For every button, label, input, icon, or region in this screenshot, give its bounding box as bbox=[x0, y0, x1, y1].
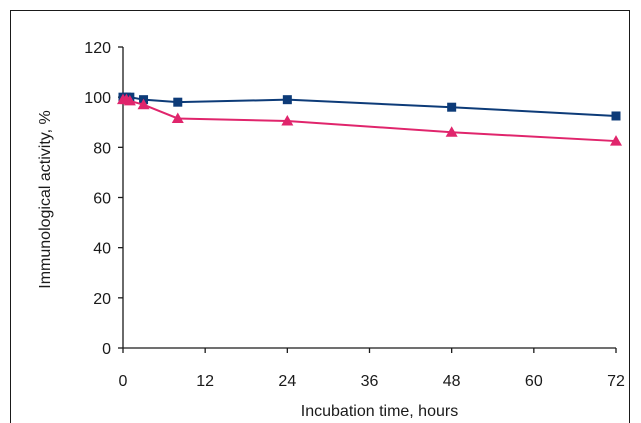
x-tick-label: 60 bbox=[525, 373, 543, 390]
x-tick-label: 72 bbox=[607, 373, 625, 390]
y-tick-label: 0 bbox=[102, 341, 111, 358]
y-tick-label: 60 bbox=[93, 191, 111, 208]
y-tick-label: 20 bbox=[93, 291, 111, 308]
series-1-point bbox=[611, 111, 621, 121]
y-tick-label: 80 bbox=[93, 140, 111, 157]
y-tick-label: 100 bbox=[84, 90, 111, 107]
x-tick-label: 12 bbox=[196, 373, 214, 390]
series-2-point bbox=[445, 126, 458, 137]
series-2-point bbox=[137, 98, 150, 110]
x-tick-label: 48 bbox=[443, 373, 461, 390]
x-tick-label: 24 bbox=[278, 373, 296, 390]
series-1-point bbox=[282, 95, 292, 105]
x-axis-title: Incubation time, hours bbox=[301, 403, 458, 420]
chart-frame bbox=[10, 10, 630, 423]
series-1-line bbox=[123, 96, 617, 117]
series-2-point bbox=[610, 135, 622, 146]
y-axis-title: Immunological activity, % bbox=[37, 110, 54, 288]
series-2-point bbox=[281, 114, 294, 126]
y-tick-label: 40 bbox=[93, 241, 111, 258]
x-tick-label: 36 bbox=[361, 373, 379, 390]
series-1-point bbox=[447, 102, 457, 112]
series-2-line bbox=[123, 98, 617, 143]
y-tick-label: 120 bbox=[84, 40, 111, 57]
series-2-point bbox=[123, 94, 136, 106]
series-1-point bbox=[173, 97, 183, 107]
series-2-point bbox=[171, 112, 184, 123]
axes: 0 20 40 60 80 100 120 0 12 24 36 48 60 72 bbox=[84, 40, 625, 390]
series-layer bbox=[117, 92, 622, 146]
x-tick-label: 0 bbox=[119, 373, 128, 390]
